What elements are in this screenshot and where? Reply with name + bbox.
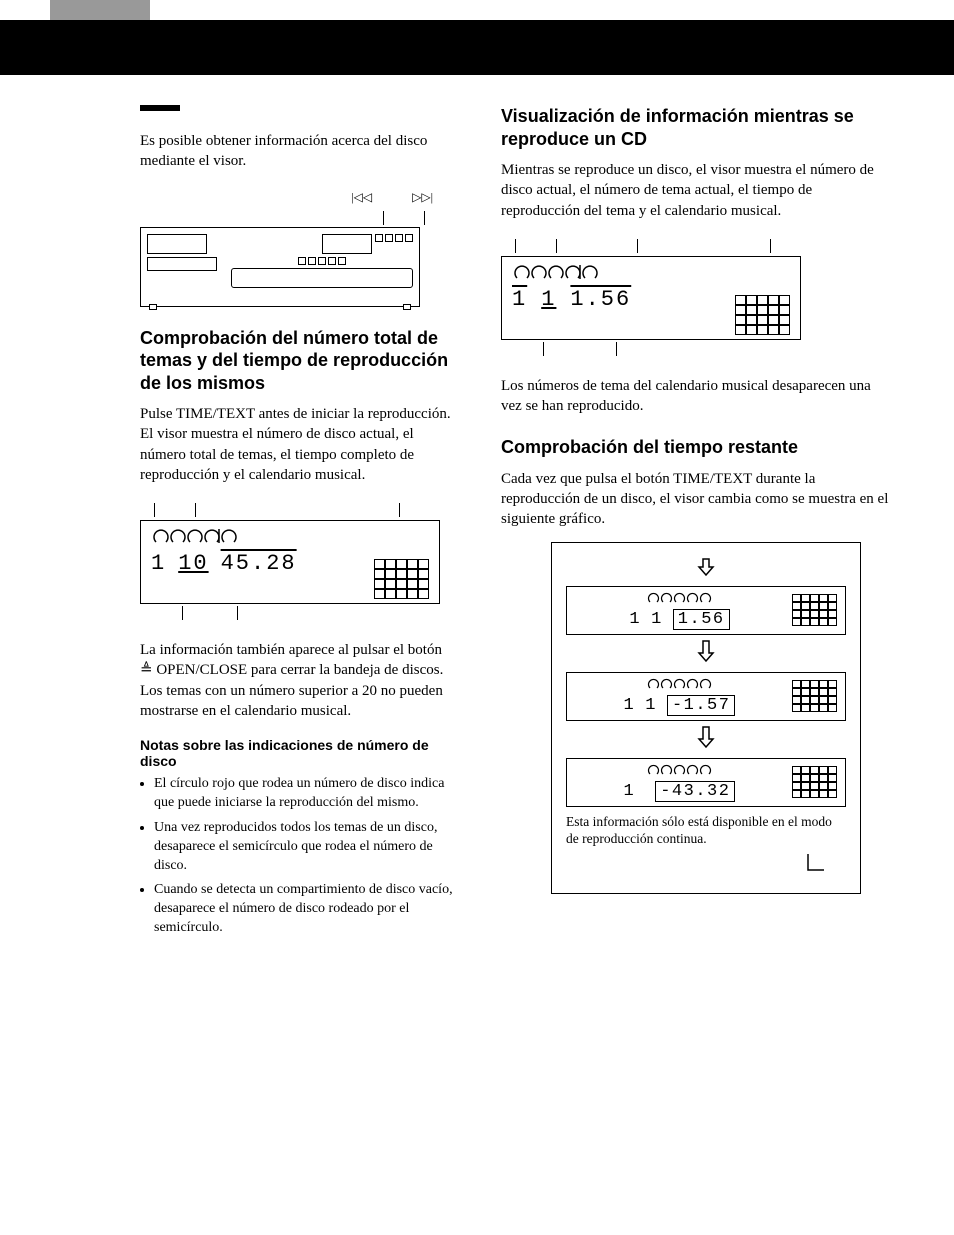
- disc-icons: [512, 263, 602, 286]
- paragraph-calendar: Los números de tema del calendario music…: [501, 376, 894, 417]
- flow-caption: Esta información sólo está disponible en…: [566, 813, 846, 848]
- disc-number: 1: [629, 610, 641, 629]
- music-calendar-grid: [792, 680, 837, 712]
- heading-visualization: Visualización de información mientras se…: [501, 105, 894, 150]
- right-column: Visualización de información mientras se…: [477, 105, 954, 944]
- track-number: 1: [541, 287, 556, 312]
- page-content: Es posible obtener información acerca de…: [0, 105, 954, 944]
- intro-text: Es posible obtener información acerca de…: [140, 131, 453, 172]
- music-calendar-grid: [374, 559, 429, 599]
- paragraph-visualization: Mientras se reproduce un disco, el visor…: [501, 160, 894, 221]
- track-total: 10: [178, 551, 208, 576]
- left-column: Es posible obtener información acerca de…: [0, 105, 477, 944]
- music-calendar-grid: [792, 594, 837, 626]
- eject-icon: ≜: [140, 661, 153, 678]
- track-number: 1: [651, 610, 663, 629]
- leader-line: [424, 211, 425, 225]
- device-diagram: |◁◁ ▷▷|: [140, 190, 453, 307]
- heading-remaining: Comprobación del tiempo restante: [501, 436, 894, 459]
- cd-player-illustration: [140, 227, 420, 307]
- note-item: El círculo rojo que rodea un número de d…: [154, 775, 453, 813]
- down-arrow-icon: [566, 639, 846, 668]
- note-item: Una vez reproducidos todos los temas de …: [154, 819, 453, 876]
- disc-number: 1: [624, 696, 636, 715]
- text-fragment: OPEN/CLOSE para cerrar la bandeja de dis…: [140, 662, 443, 719]
- remaining-track-time: -1.57: [667, 695, 736, 716]
- disc-number: 1: [512, 287, 527, 312]
- flow-display-2: 1 1 -1.57: [566, 672, 846, 721]
- skip-prev-icon: |◁◁: [351, 190, 372, 205]
- play-time: 1.56: [570, 287, 631, 312]
- paragraph-remaining: Cada vez que pulsa el botón TIME/TEXT du…: [501, 469, 894, 530]
- total-time: 45.28: [221, 551, 297, 576]
- loop-arrow-icon: [566, 852, 846, 879]
- display-diagram-2: 1 1 1.56: [501, 239, 801, 356]
- flow-diagram: 1 1 1.56 1: [551, 542, 861, 894]
- notes-heading: Notas sobre las indicaciones de número d…: [140, 737, 453, 769]
- flow-display-1: 1 1 1.56: [566, 586, 846, 635]
- text-fragment: La información también aparece al pulsar…: [140, 642, 442, 658]
- remaining-disc-time: -43.32: [655, 781, 735, 802]
- disc-number: 1: [151, 551, 166, 576]
- paragraph-check: Pulse TIME/TEXT antes de iniciar la repr…: [140, 404, 453, 485]
- section-rule: [140, 105, 180, 111]
- display-diagram-1: 1 10 45.28: [140, 503, 440, 620]
- disc-number: 1: [624, 782, 636, 801]
- music-calendar-grid: [792, 766, 837, 798]
- disc-icons: [151, 527, 241, 550]
- notes-list: El círculo rojo que rodea un número de d…: [140, 775, 453, 938]
- paragraph-open-close: La información también aparece al pulsar…: [140, 640, 453, 721]
- note-item: Cuando se detecta un compartimiento de d…: [154, 881, 453, 938]
- track-number: 1: [645, 696, 657, 715]
- heading-check-tracks: Comprobación del número total de temas y…: [140, 327, 453, 395]
- play-time: 1.56: [673, 609, 730, 630]
- down-arrow-icon: [566, 557, 846, 582]
- leader-line: [383, 211, 384, 225]
- flow-display-3: 1 -43.32: [566, 758, 846, 807]
- music-calendar-grid: [735, 295, 790, 335]
- skip-next-icon: ▷▷|: [412, 190, 433, 205]
- down-arrow-icon: [566, 725, 846, 754]
- header-black-bar: [0, 20, 954, 75]
